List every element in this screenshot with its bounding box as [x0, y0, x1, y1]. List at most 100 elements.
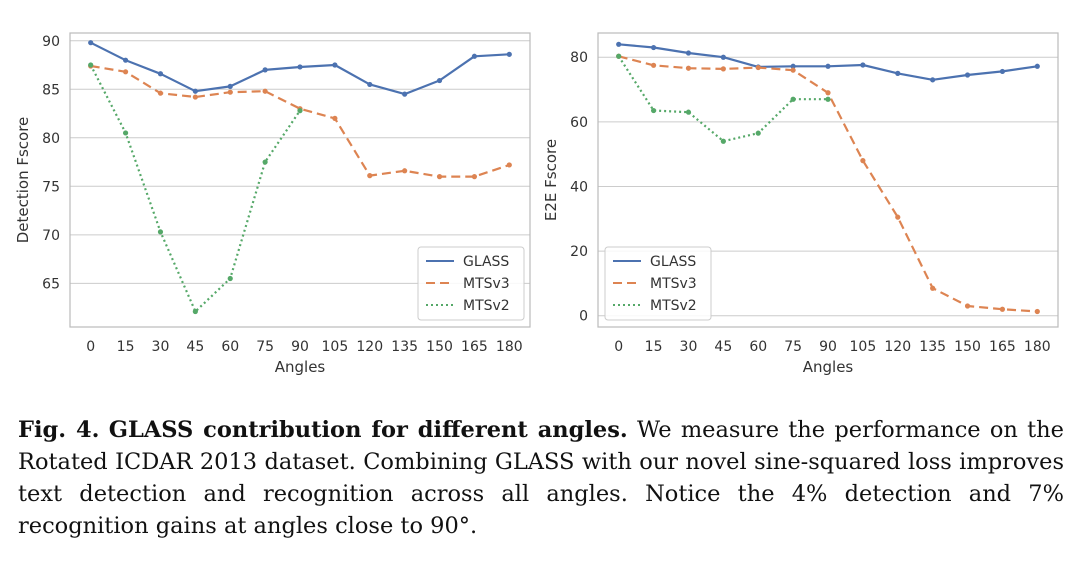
data-point: [297, 108, 303, 114]
caption-label: Fig. 4.: [18, 417, 100, 443]
x-tick-label: 120: [884, 339, 911, 355]
data-point: [506, 51, 512, 57]
x-tick-label: 150: [954, 339, 981, 355]
data-point: [367, 81, 373, 88]
data-point: [964, 72, 971, 78]
data-point: [790, 96, 796, 102]
data-point: [790, 67, 796, 73]
legend-box: [417, 246, 525, 321]
x-tick-label: 105: [850, 339, 877, 355]
y-axis-title: Detection Fscore: [14, 117, 32, 244]
data-point: [262, 159, 268, 165]
y-tick-label: 70: [42, 228, 60, 244]
data-point: [860, 62, 866, 68]
data-point: [122, 69, 129, 75]
series-GLASS: [616, 41, 1040, 83]
data-point: [157, 229, 164, 235]
data-point: [825, 96, 831, 102]
x-tick-label: 180: [496, 339, 523, 355]
x-tick-label: 0: [614, 339, 623, 355]
data-point: [755, 64, 761, 71]
data-point: [332, 115, 338, 121]
legend: GLASS MTSv3 MTSv2: [604, 246, 712, 321]
y-tick-label: 80: [570, 50, 588, 66]
data-point: [157, 71, 164, 77]
y-axis-title: E2E Fscore: [542, 139, 560, 221]
data-point: [227, 83, 233, 89]
y-tick-label: 80: [42, 131, 60, 147]
data-point: [1034, 308, 1040, 315]
x-tick-label: 135: [391, 339, 418, 355]
data-point: [157, 90, 164, 96]
series-MTSv2: [616, 53, 831, 144]
y-tick-label: 65: [42, 276, 60, 292]
x-tick-label: 165: [989, 339, 1016, 355]
data-point: [402, 168, 408, 174]
series-MTSv2: [88, 62, 303, 315]
data-point: [720, 138, 726, 144]
legend-label: MTSv3: [463, 276, 510, 292]
legend-label: MTSv2: [650, 298, 697, 314]
data-point: [930, 77, 936, 83]
y-tick-label: 20: [570, 244, 588, 260]
data-point: [720, 54, 726, 60]
series-line: [90, 64, 510, 178]
data-point: [262, 88, 268, 94]
y-tick-label: 60: [570, 115, 588, 131]
x-tick-label: 30: [680, 339, 698, 355]
series-GLASS: [88, 40, 512, 97]
x-tick-label: 15: [645, 339, 663, 355]
x-tick-label: 45: [714, 339, 732, 355]
y-tick-label: 85: [42, 82, 60, 98]
x-tick-label: 75: [784, 339, 802, 355]
data-point: [506, 162, 512, 168]
data-point: [685, 50, 692, 56]
data-point: [616, 53, 622, 59]
series-MTSv3: [88, 63, 512, 180]
x-tick-label: 165: [461, 339, 488, 355]
data-point: [930, 285, 936, 291]
x-tick-label: 45: [186, 339, 204, 355]
x-tick-label: 105: [322, 339, 349, 355]
data-point: [650, 62, 657, 68]
data-point: [964, 303, 971, 309]
data-point: [790, 63, 796, 69]
data-point: [895, 214, 901, 220]
x-tick-label: 90: [819, 339, 837, 355]
x-tick-label: 120: [356, 339, 383, 355]
x-tick-label: 180: [1024, 339, 1051, 355]
x-tick-label: 135: [919, 339, 946, 355]
data-point: [860, 158, 866, 164]
data-point: [685, 109, 692, 115]
caption-text: We measure the performance on the Rotate…: [18, 417, 1064, 539]
x-tick-label: 150: [426, 339, 453, 355]
data-point: [616, 41, 622, 47]
x-tick-label: 15: [117, 339, 135, 355]
data-point: [436, 174, 443, 180]
data-point: [720, 66, 726, 72]
y-tick-label: 0: [579, 309, 588, 325]
plot-frame: [69, 32, 531, 328]
x-axis-title: Angles: [803, 358, 854, 376]
data-point: [1034, 63, 1040, 69]
figure-caption: Fig. 4. GLASS contribution for different…: [18, 414, 1064, 542]
series-line: [618, 43, 1038, 81]
chart-panel-1: 65 70 75 80 85 90 0 15 30 45 60 75 90 105 120 135 150 165…: [14, 32, 531, 376]
legend-label: GLASS: [463, 254, 509, 270]
chart-panel-2: 0 20 40 60 80 0 15 30 45 60 75 90 105 120 135 150 165 180…: [542, 32, 1059, 376]
data-point: [227, 275, 233, 282]
data-point: [122, 130, 129, 136]
data-point: [650, 44, 657, 51]
data-point: [650, 107, 657, 114]
data-point: [825, 90, 831, 96]
data-point: [755, 130, 761, 136]
x-tick-label: 75: [256, 339, 274, 355]
data-point: [999, 306, 1006, 312]
data-point: [192, 94, 198, 100]
x-tick-label: 60: [749, 339, 767, 355]
x-tick-label: 0: [86, 339, 95, 355]
data-point: [227, 89, 233, 95]
data-point: [825, 63, 831, 69]
data-point: [999, 68, 1006, 75]
